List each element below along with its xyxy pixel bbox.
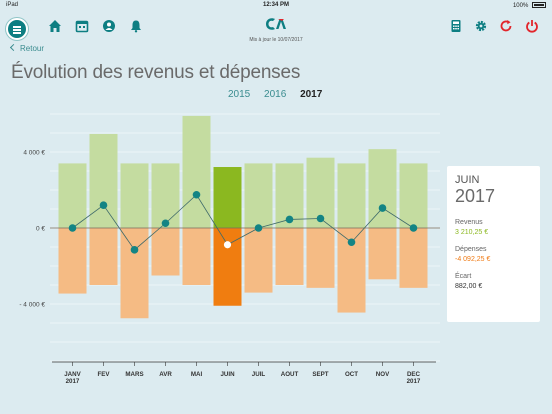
page-title: Évolution des revenus et dépenses (11, 62, 301, 83)
power-icon[interactable] (525, 19, 539, 33)
calculator-icon[interactable] (449, 19, 463, 33)
x-tick-label: MAI (191, 371, 203, 378)
detail-year: 2017 (455, 186, 496, 206)
y-tick-label: 4 000 € (23, 150, 45, 157)
last-updated: Mis à jour le 10/07/2017 (249, 37, 303, 43)
expense-bar (89, 228, 118, 285)
brand-logo (266, 18, 286, 30)
x-tick-label: NOV (376, 371, 390, 378)
income-bar (399, 163, 428, 228)
x-tick-label: SEPT (312, 371, 328, 378)
revenus-label: Revenus (455, 219, 483, 226)
detail-panel: JUIN 2017 Revenus 3 210,25 € Dépenses -4… (447, 166, 540, 322)
income-bar (151, 163, 180, 228)
income-bar (244, 163, 273, 228)
expense-bar (244, 228, 273, 293)
balance-point (99, 201, 108, 209)
balance-point (347, 238, 356, 247)
expense-bar (399, 228, 428, 288)
detail-month: JUIN (455, 174, 480, 186)
balance-point (68, 224, 77, 232)
expense-bar (368, 228, 397, 280)
top-toolbar: Mis à jour le 10/07/2017 (0, 12, 552, 43)
balance-line (72, 194, 414, 251)
x-tick-label: JUIN (220, 371, 235, 378)
balance-point (409, 224, 418, 232)
year-tab-2015[interactable]: 2015 (228, 89, 251, 100)
chevron-left-icon (9, 43, 18, 52)
year-selector: 2015 2016 2017 (228, 89, 333, 100)
year-tab-2016[interactable]: 2016 (264, 89, 287, 100)
bell-icon[interactable] (129, 19, 143, 33)
balance-point (223, 241, 232, 249)
back-label: Retour (20, 44, 45, 53)
device-label: iPad (6, 2, 19, 8)
ecart-label: Écart (455, 273, 472, 280)
profile-icon[interactable] (102, 19, 116, 33)
gear-icon[interactable] (474, 19, 488, 33)
back-button[interactable]: Retour (9, 43, 45, 53)
calendar-icon[interactable] (75, 19, 89, 33)
y-tick-label: 0 € (36, 226, 45, 233)
battery-icon (532, 2, 546, 8)
income-bar (213, 167, 242, 228)
y-tick-label: - 4 000 € (19, 302, 45, 309)
balance-point (254, 224, 263, 232)
year-tab-2017[interactable]: 2017 (300, 89, 323, 100)
expense-bar (306, 228, 335, 288)
x-tick-label: JUIL (252, 371, 266, 378)
x-tick-label: AOUT (281, 371, 299, 378)
x-tick-label: MARS (125, 371, 143, 378)
ecart-value: 882,00 € (455, 283, 483, 290)
menu-button[interactable] (6, 18, 28, 40)
income-bar (58, 163, 87, 228)
x-tick-label: JANV (64, 371, 81, 378)
expense-bar (275, 228, 304, 285)
battery-percent: 100% (512, 3, 529, 9)
income-bar (120, 163, 149, 228)
balance-point (161, 219, 170, 228)
expense-bar (120, 228, 149, 319)
x-tick-label: OCT (345, 371, 358, 378)
balance-point (316, 214, 325, 223)
income-bar (368, 149, 397, 228)
x-tick-label: DEC (407, 371, 421, 378)
income-bar (337, 163, 366, 228)
balance-point (130, 246, 139, 254)
balance-point (378, 204, 387, 212)
balance-point (192, 190, 201, 199)
status-time: 12:34 PM (262, 2, 289, 8)
x-tick-label: AVR (159, 371, 172, 378)
x-tick-label: FEV (97, 371, 110, 378)
expense-bar (213, 228, 242, 306)
refresh-icon[interactable] (499, 19, 513, 33)
income-bar (89, 133, 118, 228)
revenus-value: 3 210,25 € (455, 229, 489, 236)
expense-bar (182, 228, 211, 285)
expense-bar (151, 228, 180, 276)
menu-icon (13, 26, 21, 28)
status-right: 100% (513, 2, 546, 9)
balance-point (285, 215, 294, 224)
x-tick-year-label: 2017 (66, 378, 80, 385)
home-icon[interactable] (48, 19, 62, 33)
x-tick-year-label: 2017 (407, 378, 421, 385)
expense-bar (58, 228, 87, 294)
status-bar: iPad 12:34 PM 100% (0, 0, 552, 12)
depenses-label: Dépenses (455, 246, 487, 253)
depenses-value: -4 092,25 € (455, 256, 491, 263)
